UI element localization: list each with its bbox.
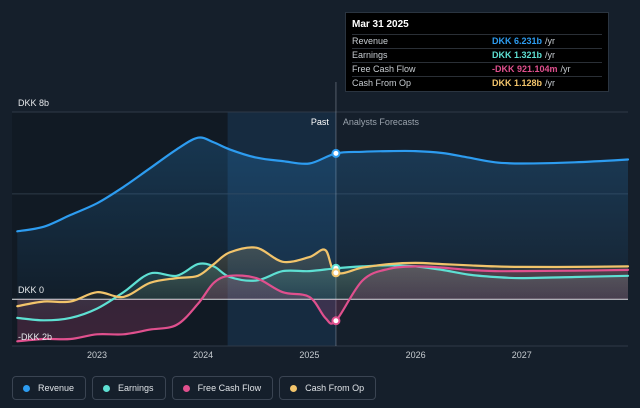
cfo-marker <box>331 268 341 278</box>
fcf-dot-icon <box>182 384 190 392</box>
cfo-line <box>16 246 630 308</box>
tooltip-date: Mar 31 2025 <box>352 19 409 30</box>
legend-item-earnings[interactable]: Earnings <box>92 376 166 400</box>
tooltip-row-fcf: Free Cash Flow -DKK 921.104m /yr <box>352 62 602 76</box>
y-tick-label: DKK 8b <box>18 98 49 108</box>
x-tick-label: 2025 <box>299 350 319 360</box>
cfo-area <box>17 247 629 307</box>
y-tick-label: -DKK 2b <box>18 332 52 342</box>
tooltip: Mar 31 2025 Revenue DKK 6.231b /yr Earni… <box>345 12 609 92</box>
tooltip-unit: /yr <box>545 50 556 60</box>
tooltip-row-earnings: Earnings DKK 1.321b /yr <box>352 48 602 62</box>
x-tick-label: 2026 <box>406 350 426 360</box>
legend-label: Revenue <box>38 383 75 393</box>
fcf-marker <box>331 316 341 326</box>
tooltip-row-cfo: Cash From Op DKK 1.128b /yr <box>352 76 602 90</box>
tooltip-unit: /yr <box>545 36 556 46</box>
legend-item-fcf[interactable]: Free Cash Flow <box>171 376 274 400</box>
x-tick-label: 2023 <box>87 350 107 360</box>
revenue-line <box>16 136 630 233</box>
tooltip-unit: /yr <box>545 78 556 88</box>
tooltip-value: -DKK 921.104m <box>492 64 558 74</box>
fcf-line <box>16 265 630 343</box>
x-tick-label: 2024 <box>193 350 213 360</box>
legend-label: Cash From Op <box>305 383 365 393</box>
tooltip-label: Earnings <box>352 50 388 60</box>
legend-label: Free Cash Flow <box>197 383 262 393</box>
tooltip-value: DKK 1.321b <box>492 50 543 60</box>
x-tick-label: 2027 <box>512 350 532 360</box>
tooltip-label: Cash From Op <box>352 78 412 88</box>
tooltip-row-revenue: Revenue DKK 6.231b /yr <box>352 34 602 48</box>
earnings-dot-icon <box>103 384 111 392</box>
tooltip-value: DKK 1.128b <box>492 78 543 88</box>
tooltip-value: DKK 6.231b <box>492 36 543 46</box>
revenue-area <box>17 137 629 300</box>
revenue-dot-icon <box>23 384 30 392</box>
forecast-label: Analysts Forecasts <box>343 117 420 127</box>
y-tick-label: DKK 0 <box>18 285 44 295</box>
legend: Revenue Earnings Free Cash Flow Cash Fro… <box>12 376 377 400</box>
legend-item-revenue[interactable]: Revenue <box>12 376 87 400</box>
cfo-dot-icon <box>290 384 298 392</box>
legend-item-cfo[interactable]: Cash From Op <box>279 376 377 400</box>
legend-label: Earnings <box>118 383 154 393</box>
tooltip-label: Free Cash Flow <box>352 64 416 74</box>
tooltip-unit: /yr <box>560 64 571 74</box>
past-label: Past <box>311 117 330 127</box>
revenue-marker <box>331 148 341 158</box>
tooltip-label: Revenue <box>352 36 389 46</box>
